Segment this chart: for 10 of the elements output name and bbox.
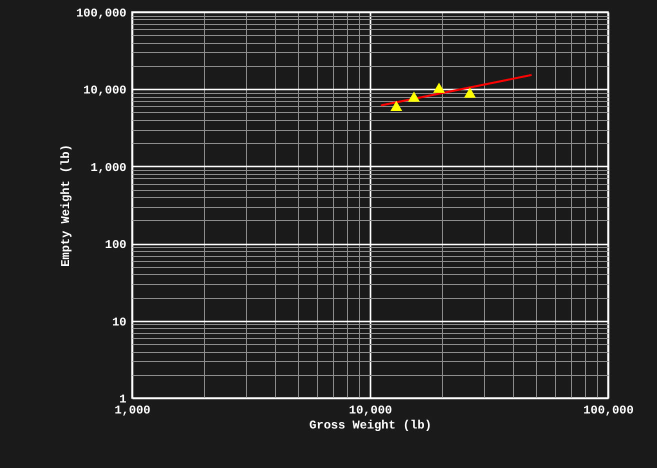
- y-tick-label: 10,000: [83, 84, 126, 98]
- y-tick-label: 1,000: [90, 160, 126, 175]
- y-axis-title: Empty Weight (lb): [59, 144, 74, 267]
- x-axis-title: Gross Weight (lb): [309, 418, 432, 432]
- y-tick-label: 100,000: [76, 6, 126, 20]
- y-tick-label: 10: [112, 315, 126, 330]
- x-tick-label: 100,000: [583, 404, 634, 418]
- y-tick-label: 1: [119, 392, 126, 406]
- x-tick-label: 10,000: [348, 404, 392, 418]
- y-tick-label: 100: [104, 238, 126, 252]
